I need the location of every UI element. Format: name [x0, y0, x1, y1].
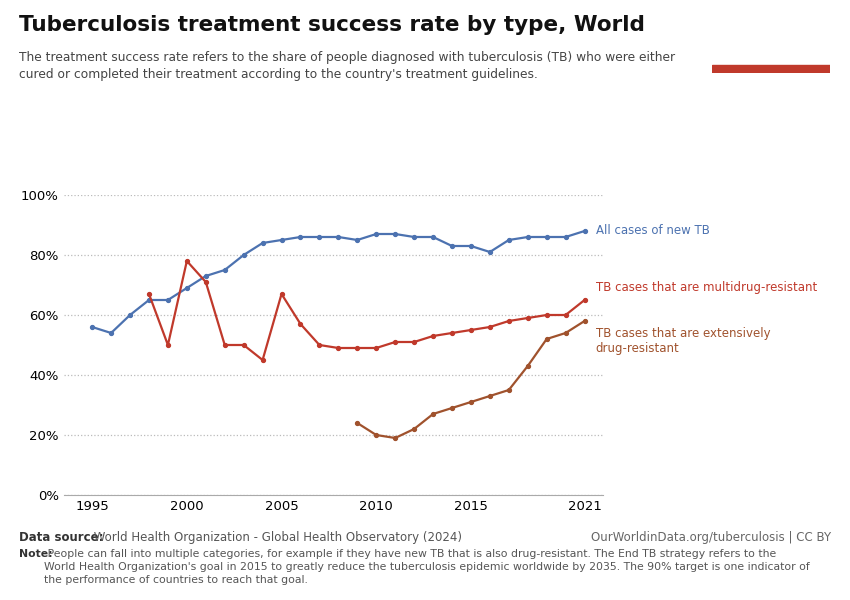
Text: Data source:: Data source: — [19, 531, 103, 544]
Text: in Data: in Data — [744, 40, 798, 52]
Text: The treatment success rate refers to the share of people diagnosed with tubercul: The treatment success rate refers to the… — [19, 51, 675, 81]
Text: Our World: Our World — [733, 20, 809, 33]
Text: World Health Organization - Global Health Observatory (2024): World Health Organization - Global Healt… — [90, 531, 462, 544]
Text: OurWorldinData.org/tuberculosis | CC BY: OurWorldinData.org/tuberculosis | CC BY — [591, 531, 831, 544]
Text: People can fall into multiple categories, for example if they have new TB that i: People can fall into multiple categories… — [44, 549, 810, 584]
Text: TB cases that are extensively
drug-resistant: TB cases that are extensively drug-resis… — [596, 326, 770, 355]
Text: All cases of new TB: All cases of new TB — [596, 224, 710, 238]
Text: TB cases that are multidrug-resistant: TB cases that are multidrug-resistant — [596, 281, 817, 295]
Text: Tuberculosis treatment success rate by type, World: Tuberculosis treatment success rate by t… — [19, 15, 644, 35]
Text: Note:: Note: — [19, 549, 53, 559]
Bar — [712, 65, 830, 73]
